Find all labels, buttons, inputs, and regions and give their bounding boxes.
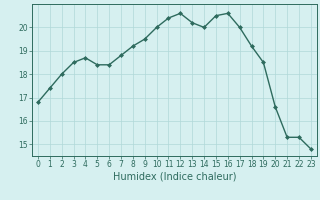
X-axis label: Humidex (Indice chaleur): Humidex (Indice chaleur) [113, 172, 236, 182]
